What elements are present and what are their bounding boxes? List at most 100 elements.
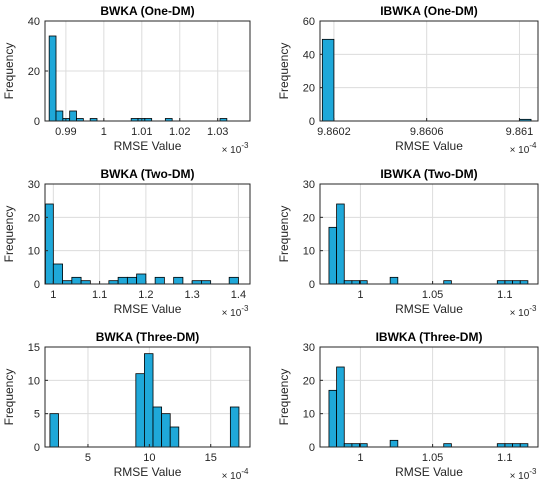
exponent-power: -4 bbox=[241, 467, 249, 476]
x-tick-label: 1.03 bbox=[207, 126, 228, 138]
y-tick-label: 0 bbox=[309, 442, 315, 454]
histogram-bar bbox=[389, 439, 399, 448]
exponent-base: × 10 bbox=[222, 145, 242, 156]
y-tick-label: 20 bbox=[303, 375, 315, 387]
histogram-panel-6: 1 1.05 1.1 0 10 20 30 IBWKA (Three-DM) RMSE Valu… bbox=[277, 330, 539, 482]
x-axis-label: RMSE Value bbox=[395, 139, 463, 153]
x-tick-label: 1.4 bbox=[231, 289, 246, 301]
y-axis-label: Frequency bbox=[2, 43, 16, 100]
x-axis-label: RMSE Value bbox=[395, 302, 463, 316]
x-axis-label: RMSE Value bbox=[114, 139, 182, 153]
y-tick-label: 10 bbox=[303, 246, 315, 258]
x-tick-label: 9.8602 bbox=[317, 126, 351, 138]
y-axis-label: Frequency bbox=[277, 369, 291, 426]
histogram-bar bbox=[328, 226, 338, 285]
y-tick-label: 40 bbox=[303, 49, 315, 61]
x-axis-label: RMSE Value bbox=[395, 465, 463, 479]
exponent-base: × 10 bbox=[510, 308, 530, 319]
y-axis-label: Frequency bbox=[2, 369, 16, 426]
histogram-panel-2: 9.8602 9.8606 9.861 0 20 40 60 IBWKA (One-DM) RM… bbox=[277, 4, 539, 156]
x-tick-label: 1.1 bbox=[497, 289, 512, 301]
histogram-panel-1: 0.99 1 1.01 1.02 1.03 0 20 40 BWKA (One-DM) RMSE … bbox=[2, 4, 251, 156]
y-tick-label: 60 bbox=[303, 16, 315, 28]
y-tick-label: 15 bbox=[28, 342, 40, 354]
histogram-bar bbox=[144, 353, 154, 448]
y-tick-label: 20 bbox=[28, 212, 40, 224]
axes-box bbox=[44, 346, 251, 448]
y-tick-label: 20 bbox=[28, 66, 40, 78]
histogram-bar bbox=[52, 263, 63, 285]
exponent-base: × 10 bbox=[510, 145, 530, 156]
exponent-power: -3 bbox=[241, 141, 249, 150]
y-axis-label: Frequency bbox=[277, 206, 291, 263]
y-tick-label: 10 bbox=[28, 375, 40, 387]
exponent-base: × 10 bbox=[222, 471, 242, 482]
histogram-panel-5: 5 10 15 0 5 10 15 BWKA (Three-DM) RMSE Value Freq… bbox=[2, 330, 251, 482]
histogram-bar bbox=[126, 276, 138, 285]
y-tick-label: 0 bbox=[34, 442, 40, 454]
histogram-bar bbox=[49, 413, 59, 448]
histogram-bar bbox=[136, 273, 147, 285]
x-axis-label: RMSE Value bbox=[114, 465, 182, 479]
histogram-bar bbox=[135, 373, 145, 448]
exponent-power: -3 bbox=[241, 304, 249, 313]
x-tick-label: 1.2 bbox=[138, 289, 153, 301]
x-tick-label: 9.8606 bbox=[410, 126, 444, 138]
panel-title: IBWKA (Two-DM) bbox=[380, 167, 477, 181]
x-tick-label: 1.05 bbox=[422, 452, 443, 464]
histogram-bar bbox=[154, 276, 165, 285]
x-tick-label: 1.1 bbox=[497, 452, 512, 464]
histogram-bar bbox=[336, 203, 345, 285]
y-axis-label: Frequency bbox=[2, 206, 16, 263]
histogram-panel-4: 1 1.05 1.1 0 10 20 30 IBWKA (Two-DM) RMSE Value F… bbox=[277, 167, 539, 319]
x-exponent-label: × 10-4 bbox=[510, 141, 537, 156]
x-exponent-label: × 10-3 bbox=[510, 304, 537, 319]
histogram-bar bbox=[389, 276, 399, 285]
panel-title: IBWKA (Three-DM) bbox=[376, 330, 483, 344]
plot-area bbox=[45, 184, 250, 284]
x-exponent-label: × 10-3 bbox=[510, 467, 537, 482]
x-tick-label: 9.861 bbox=[506, 126, 534, 138]
panel-title: BWKA (Two-DM) bbox=[101, 167, 195, 181]
plot-area bbox=[320, 347, 538, 447]
x-tick-label: 5 bbox=[85, 452, 91, 464]
x-tick-label: 1.3 bbox=[185, 289, 200, 301]
x-exponent-label: × 10-3 bbox=[222, 141, 249, 156]
histogram-bar bbox=[321, 38, 335, 122]
y-tick-label: 10 bbox=[303, 409, 315, 421]
exponent-power: -4 bbox=[529, 141, 537, 150]
histogram-bar bbox=[71, 276, 82, 285]
histogram-bar bbox=[328, 389, 338, 448]
panel-title: BWKA (One-DM) bbox=[100, 4, 194, 18]
axes-box bbox=[319, 346, 539, 448]
y-tick-label: 0 bbox=[34, 116, 40, 128]
histogram-bar bbox=[228, 276, 239, 285]
x-exponent-label: × 10-4 bbox=[222, 467, 249, 482]
axes-box bbox=[44, 183, 251, 285]
histogram-bar bbox=[48, 35, 57, 122]
y-tick-label: 5 bbox=[34, 409, 40, 421]
histogram-bar bbox=[173, 276, 184, 285]
y-tick-label: 20 bbox=[303, 83, 315, 95]
axes-box bbox=[319, 20, 539, 122]
histogram-bar bbox=[55, 110, 64, 122]
panel-title: IBWKA (One-DM) bbox=[380, 4, 478, 18]
exponent-base: × 10 bbox=[222, 308, 242, 319]
histogram-panel-3: 1 1.1 1.2 1.3 1.4 0 10 20 30 BWKA (Two-DM) RMSE Va… bbox=[2, 167, 251, 319]
y-tick-label: 10 bbox=[28, 246, 40, 258]
x-tick-label: 1.02 bbox=[169, 126, 190, 138]
x-tick-label: 1.01 bbox=[131, 126, 152, 138]
y-tick-label: 0 bbox=[309, 116, 315, 128]
x-tick-label: 1 bbox=[50, 289, 56, 301]
y-tick-label: 40 bbox=[28, 16, 40, 28]
x-tick-label: 15 bbox=[205, 452, 217, 464]
y-tick-label: 30 bbox=[303, 342, 315, 354]
x-tick-label: 1.05 bbox=[422, 289, 443, 301]
histogram-bar bbox=[152, 406, 163, 448]
y-axis-label: Frequency bbox=[277, 43, 291, 100]
y-tick-label: 30 bbox=[303, 179, 315, 191]
histogram-bar bbox=[45, 203, 54, 285]
histogram-bar bbox=[161, 413, 171, 448]
y-tick-label: 20 bbox=[303, 212, 315, 224]
